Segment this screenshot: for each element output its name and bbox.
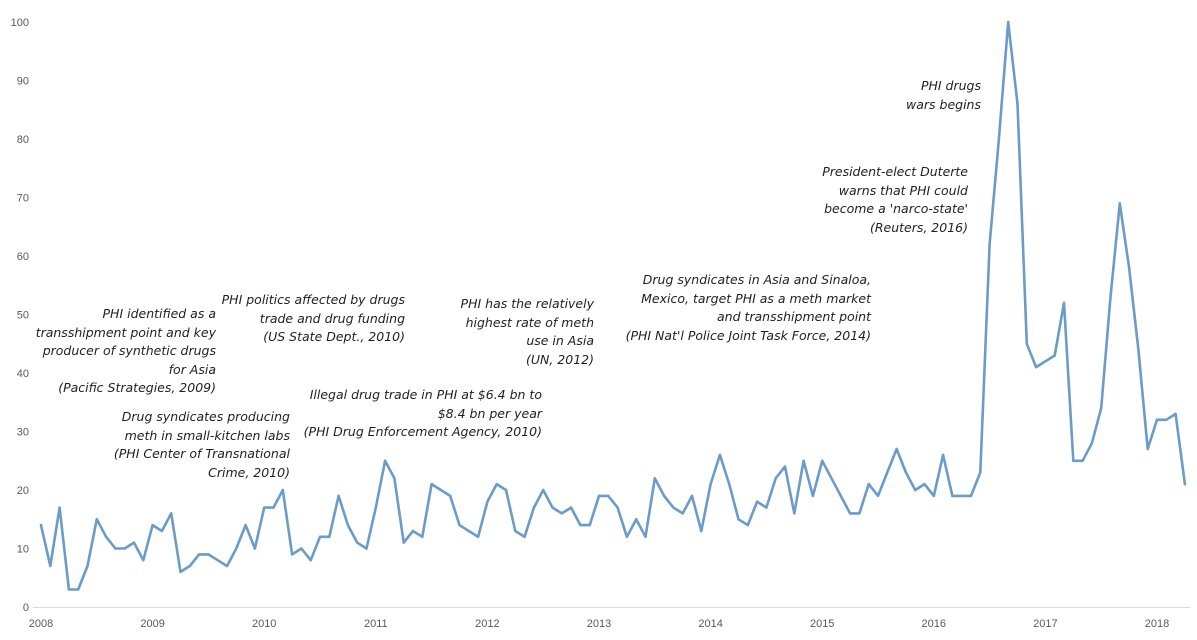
annotation-line: use in Asia [526, 333, 594, 348]
annotation-line: PHI drugs [920, 78, 981, 93]
x-tick-label: 2010 [252, 618, 276, 630]
y-tick-label: 80 [17, 134, 29, 146]
y-tick-label: 20 [17, 485, 29, 497]
y-tick-label: 30 [17, 427, 29, 439]
annotation-line: (US State Dept., 2010) [263, 329, 405, 344]
x-tick-label: 2018 [1145, 618, 1169, 630]
annotation-line: Drug syndicates in Asia and Sinaloa, [642, 272, 871, 287]
annotation-line: (PHI Nat'l Police Joint Task Force, 2014… [625, 327, 871, 343]
annotation-line: meth in small-kitchen labs [124, 427, 290, 443]
annotation-line: and transshipment point [716, 309, 871, 324]
y-tick-label: 70 [17, 193, 29, 205]
y-tick-label: 10 [17, 544, 29, 556]
annotation-line: (Pacific Strategies, 2009) [58, 380, 216, 395]
annotation-line: $8.4 bn per year [437, 405, 542, 421]
annotation-line: (PHI Drug Enforcement Agency, 2010) [303, 424, 542, 439]
annotation-line: producer of synthetic drugs [42, 343, 216, 358]
annotation-line: President-elect Duterte [822, 164, 968, 179]
annotation-us-state-dept: PHI politics affected by drugs trade and… [222, 291, 405, 347]
annotation-line: warns that PHI could [838, 182, 968, 198]
x-tick-label: 2012 [475, 618, 499, 630]
y-tick-label: 40 [17, 368, 29, 380]
annotation-pacific-strategies: PHI identified as a transshipment point … [36, 305, 216, 398]
annotation-line: PHI politics affected by drugs [221, 292, 405, 307]
series-line [39, 20, 1187, 591]
annotation-transnational-crime: Drug syndicates producing meth in small-… [114, 408, 290, 482]
annotation-duterte-warning: President-elect Duterte warns that PHI c… [822, 163, 968, 237]
x-tick-label: 2016 [922, 618, 946, 630]
annotation-drug-enforcement-agency: Illegal drug trade in PHI at $6.4 bn to … [304, 386, 542, 442]
annotation-line: wars begins [906, 96, 981, 112]
annotation-line: highest rate of meth [465, 314, 594, 330]
annotation-line: Drug syndicates producing [121, 409, 290, 424]
x-tick-label: 2014 [698, 618, 722, 630]
x-tick-label: 2011 [364, 618, 388, 630]
annotation-line: trade and drug funding [259, 310, 405, 326]
y-tick-label: 0 [23, 602, 29, 614]
x-tick-label: 2017 [1033, 618, 1057, 630]
x-tick-label: 2015 [810, 618, 834, 630]
y-tick-label: 90 [17, 76, 29, 88]
annotation-line: become a 'narco-state' [824, 201, 968, 216]
annotation-line: for Asia [168, 361, 216, 377]
annotation-line: (Reuters, 2016) [869, 219, 968, 235]
x-tick-label: 2009 [140, 618, 164, 630]
annotation-national-police: Drug syndicates in Asia and Sinaloa, Mex… [626, 271, 871, 345]
y-tick-label: 50 [17, 310, 29, 322]
annotation-un-2012: PHI has the relatively highest rate of m… [461, 295, 594, 369]
x-tick-label: 2008 [29, 618, 53, 630]
annotation-line: PHI identified as a [102, 306, 216, 321]
y-tick-label: 60 [17, 251, 29, 263]
x-axis-ticks: 2008 2009 2010 2011 2012 2013 2014 2015 2016 2017… [29, 618, 1169, 630]
annotation-line: (PHI Center of Transnational [113, 446, 290, 461]
annotation-drug-war-begins: PHI drugs wars begins [906, 77, 981, 114]
annotation-line: PHI has the relatively [460, 296, 594, 311]
y-axis-ticks: 0 10 20 30 40 50 60 70 80 90 100 [11, 17, 29, 614]
annotation-line: transshipment point and key [35, 324, 216, 340]
annotation-line: Mexico, target PHI as a meth market [641, 290, 871, 306]
x-tick-label: 2013 [587, 618, 611, 630]
annotation-line: (UN, 2012) [525, 351, 594, 367]
annotation-line: Crime, 2010) [208, 464, 290, 480]
annotation-line: Illegal drug trade in PHI at $6.4 bn to [309, 387, 542, 402]
y-tick-label: 100 [11, 17, 29, 29]
